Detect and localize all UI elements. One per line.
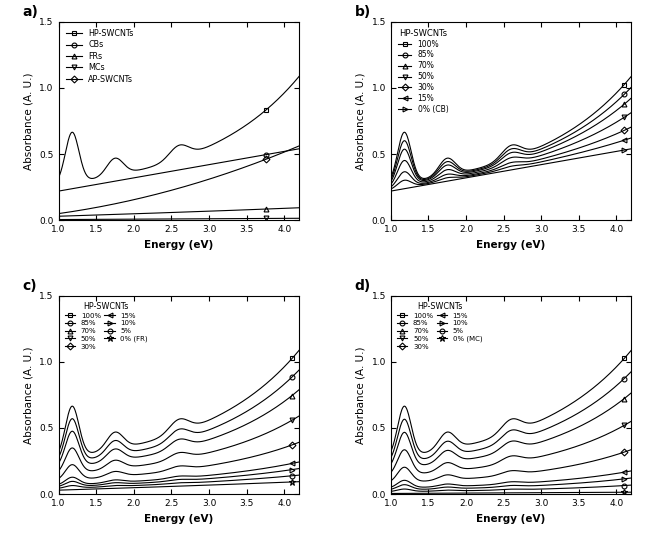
Y-axis label: Absorbance (A. U.): Absorbance (A. U.) <box>356 346 366 444</box>
X-axis label: Energy (eV): Energy (eV) <box>477 514 546 523</box>
Legend: 100%, 85%, 70%, 50%, 30%, 15%, 10%, 5%, 0% (FR): 100%, 85%, 70%, 50%, 30%, 15%, 10%, 5%, … <box>62 299 151 352</box>
X-axis label: Energy (eV): Energy (eV) <box>477 239 546 250</box>
Y-axis label: Absorbance (A. U.): Absorbance (A. U.) <box>24 346 34 444</box>
Text: c): c) <box>23 279 37 293</box>
Text: b): b) <box>355 5 371 19</box>
Y-axis label: Absorbance (A. U.): Absorbance (A. U.) <box>356 72 366 170</box>
Text: a): a) <box>23 5 38 19</box>
Legend: HP-SWCNTs, CBs, FRs, MCs, AP-SWCNTs: HP-SWCNTs, CBs, FRs, MCs, AP-SWCNTs <box>62 26 137 87</box>
X-axis label: Energy (eV): Energy (eV) <box>145 514 214 523</box>
Text: d): d) <box>355 279 371 293</box>
Legend: 100%, 85%, 70%, 50%, 30%, 15%, 10%, 5%, 0% (MC): 100%, 85%, 70%, 50%, 30%, 15%, 10%, 5%, … <box>395 299 485 352</box>
Y-axis label: Absorbance (A. U.): Absorbance (A. U.) <box>24 72 34 170</box>
X-axis label: Energy (eV): Energy (eV) <box>145 239 214 250</box>
Legend: 100%, 85%, 70%, 50%, 30%, 15%, 0% (CB): 100%, 85%, 70%, 50%, 30%, 15%, 0% (CB) <box>395 26 451 117</box>
